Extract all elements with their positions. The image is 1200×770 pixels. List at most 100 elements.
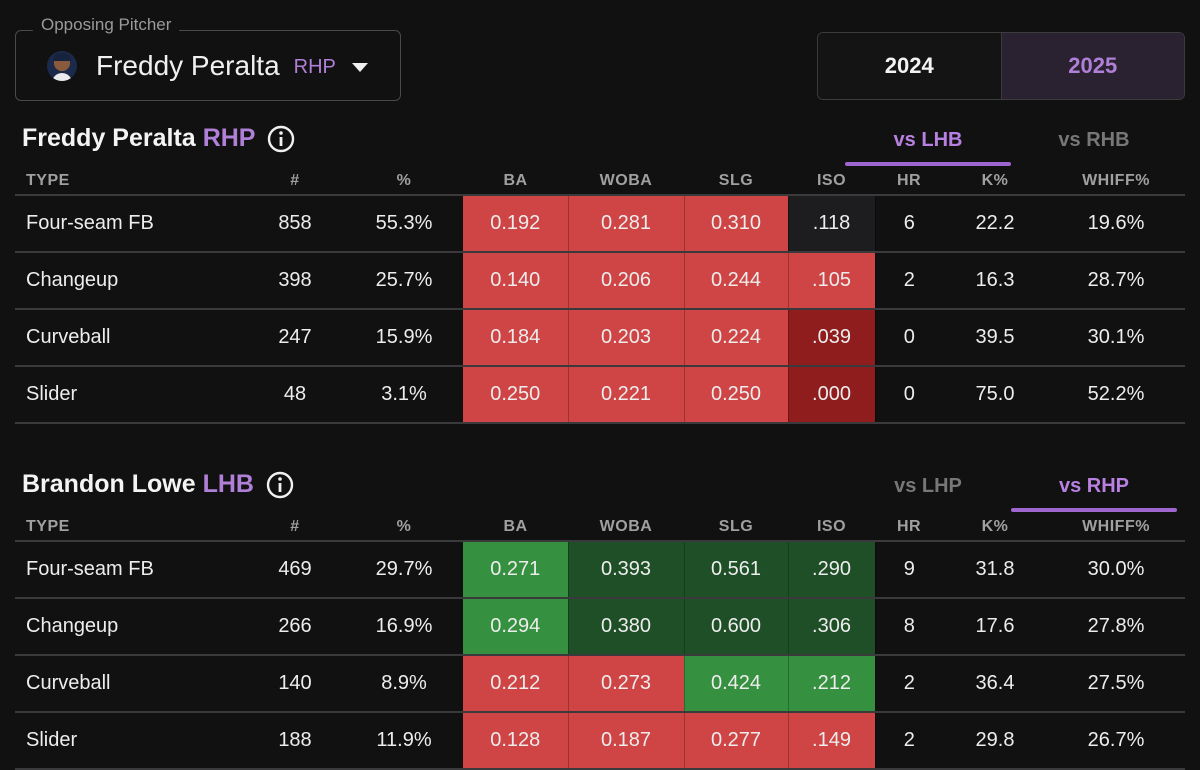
cell-slg: 0.250: [684, 366, 789, 424]
cell-pct: 16.9%: [345, 598, 463, 656]
cell-woba: 0.393: [568, 541, 685, 599]
cell-ba: 0.212: [463, 655, 569, 713]
col-header-ba[interactable]: BA: [503, 172, 528, 189]
cell-woba: 0.203: [568, 309, 685, 367]
chevron-down-icon[interactable]: [351, 62, 368, 72]
cell-pct: 55.3%: [345, 195, 463, 253]
col-header-pct[interactable]: %: [396, 172, 412, 189]
table-header-row: TYPE # % BA WOBA SLG ISO HR K% WHIFF%: [15, 168, 1185, 195]
col-header-k[interactable]: K%: [981, 518, 1009, 535]
cell-type: Slider: [15, 366, 245, 424]
cell-count: 188: [245, 712, 345, 770]
cell-pct: 3.1%: [345, 366, 463, 424]
tab-vs-lhb[interactable]: vs LHB: [893, 129, 963, 151]
active-tab-indicator: [1011, 508, 1177, 512]
tab-vs-rhp[interactable]: vs RHP: [1058, 475, 1130, 497]
cell-count: 398: [245, 252, 345, 310]
batter-stats-table: TYPE # % BA WOBA SLG ISO HR K% WHIFF% Fo…: [15, 514, 1185, 770]
col-header-woba[interactable]: WOBA: [599, 172, 653, 189]
col-header-type[interactable]: TYPE: [26, 518, 70, 535]
pitcher-section-hand: RHP: [202, 124, 256, 152]
col-header-count[interactable]: #: [290, 172, 300, 189]
cell-hr: 9: [875, 541, 943, 599]
cell-type: Changeup: [15, 598, 245, 656]
cell-k: 39.5: [943, 309, 1047, 367]
cell-iso: .306: [788, 598, 876, 656]
cell-woba: 0.187: [568, 712, 685, 770]
table-row[interactable]: Changeup 398 25.7% 0.140 0.206 0.244.105 2 16.3…: [15, 252, 1185, 310]
cell-k: 22.2: [943, 195, 1047, 253]
batter-section-name: Brandon Lowe: [22, 470, 196, 498]
cell-count: 247: [245, 309, 345, 367]
cell-count: 469: [245, 541, 345, 599]
table-row[interactable]: Slider 188 11.9% 0.128 0.187 0.277.149 2 29.8 26…: [15, 712, 1185, 770]
cell-iso: .000: [788, 366, 876, 424]
col-header-count[interactable]: #: [290, 518, 300, 535]
cell-woba: 0.206: [568, 252, 685, 310]
cell-woba: 0.380: [568, 598, 685, 656]
col-header-iso[interactable]: ISO: [816, 172, 847, 189]
cell-iso: .212: [788, 655, 876, 713]
cell-slg: 0.600: [684, 598, 789, 656]
cell-iso: .149: [788, 712, 876, 770]
cell-k: 31.8: [943, 541, 1047, 599]
col-header-whiff[interactable]: WHIFF%: [1082, 172, 1150, 189]
cell-iso: .290: [788, 541, 876, 599]
cell-whiff: 27.8%: [1047, 598, 1185, 656]
cell-whiff: 30.1%: [1047, 309, 1185, 367]
cell-slg: 0.224: [684, 309, 789, 367]
pitcher-selector-dropdown[interactable]: Freddy Peralta RHP: [15, 30, 401, 101]
year-toggle: 2024 2025: [817, 32, 1185, 100]
cell-slg: 0.561: [684, 541, 789, 599]
info-icon[interactable]: [267, 125, 295, 153]
table-row[interactable]: Curveball 247 15.9% 0.184 0.203 0.224.039 0 39.…: [15, 309, 1185, 367]
pitcher-stats-table: TYPE # % BA WOBA SLG ISO HR K% WHIFF% Fo…: [15, 168, 1185, 424]
tab-vs-rhb[interactable]: vs RHB: [1058, 129, 1130, 151]
selected-pitcher-name: Freddy Peralta: [96, 49, 280, 81]
info-icon[interactable]: [266, 471, 294, 499]
tab-vs-lhp[interactable]: vs LHP: [894, 475, 962, 497]
cell-hr: 2: [875, 655, 943, 713]
col-header-hr[interactable]: HR: [896, 172, 922, 189]
col-header-iso[interactable]: ISO: [816, 518, 847, 535]
col-header-ba[interactable]: BA: [503, 518, 528, 535]
table-row[interactable]: Curveball 140 8.9% 0.212 0.273 0.424.212 2 36.4…: [15, 655, 1185, 713]
cell-whiff: 26.7%: [1047, 712, 1185, 770]
year-2024-button[interactable]: 2024: [818, 33, 1001, 99]
table-row[interactable]: Slider 48 3.1% 0.250 0.221 0.250.000 0 75.0 52.2…: [15, 366, 1185, 424]
batter-section-title: Brandon Lowe LHB: [22, 470, 294, 499]
table-row[interactable]: Four-seam FB 469 29.7% 0.271 0.393 0.561.290 9…: [15, 541, 1185, 599]
cell-slg: 0.244: [684, 252, 789, 310]
col-header-slg[interactable]: SLG: [718, 518, 754, 535]
table-row[interactable]: Four-seam FB 858 55.3% 0.192 0.281 0.310.118 6…: [15, 195, 1185, 253]
cell-hr: 6: [875, 195, 943, 253]
cell-iso: .118: [788, 195, 876, 253]
cell-pct: 11.9%: [345, 712, 463, 770]
cell-pct: 15.9%: [345, 309, 463, 367]
cell-whiff: 19.6%: [1047, 195, 1185, 253]
cell-k: 16.3: [943, 252, 1047, 310]
cell-count: 140: [245, 655, 345, 713]
cell-hr: 8: [875, 598, 943, 656]
cell-type: Changeup: [15, 252, 245, 310]
pitcher-section-title: Freddy Peralta RHP: [22, 124, 295, 153]
col-header-k[interactable]: K%: [981, 172, 1009, 189]
cell-ba: 0.192: [463, 195, 569, 253]
cell-woba: 0.281: [568, 195, 685, 253]
cell-ba: 0.128: [463, 712, 569, 770]
cell-ba: 0.271: [463, 541, 569, 599]
col-header-whiff[interactable]: WHIFF%: [1082, 518, 1150, 535]
col-header-type[interactable]: TYPE: [26, 172, 70, 189]
col-header-pct[interactable]: %: [396, 518, 412, 535]
year-2025-button[interactable]: 2025: [1000, 33, 1184, 99]
col-header-hr[interactable]: HR: [896, 518, 922, 535]
table-row[interactable]: Changeup 266 16.9% 0.294 0.380 0.600.306 8 17.6…: [15, 598, 1185, 656]
cell-slg: 0.277: [684, 712, 789, 770]
cell-woba: 0.273: [568, 655, 685, 713]
cell-ba: 0.140: [463, 252, 569, 310]
cell-iso: .105: [788, 252, 876, 310]
col-header-woba[interactable]: WOBA: [599, 518, 653, 535]
cell-woba: 0.221: [568, 366, 685, 424]
cell-pct: 8.9%: [345, 655, 463, 713]
col-header-slg[interactable]: SLG: [718, 172, 754, 189]
